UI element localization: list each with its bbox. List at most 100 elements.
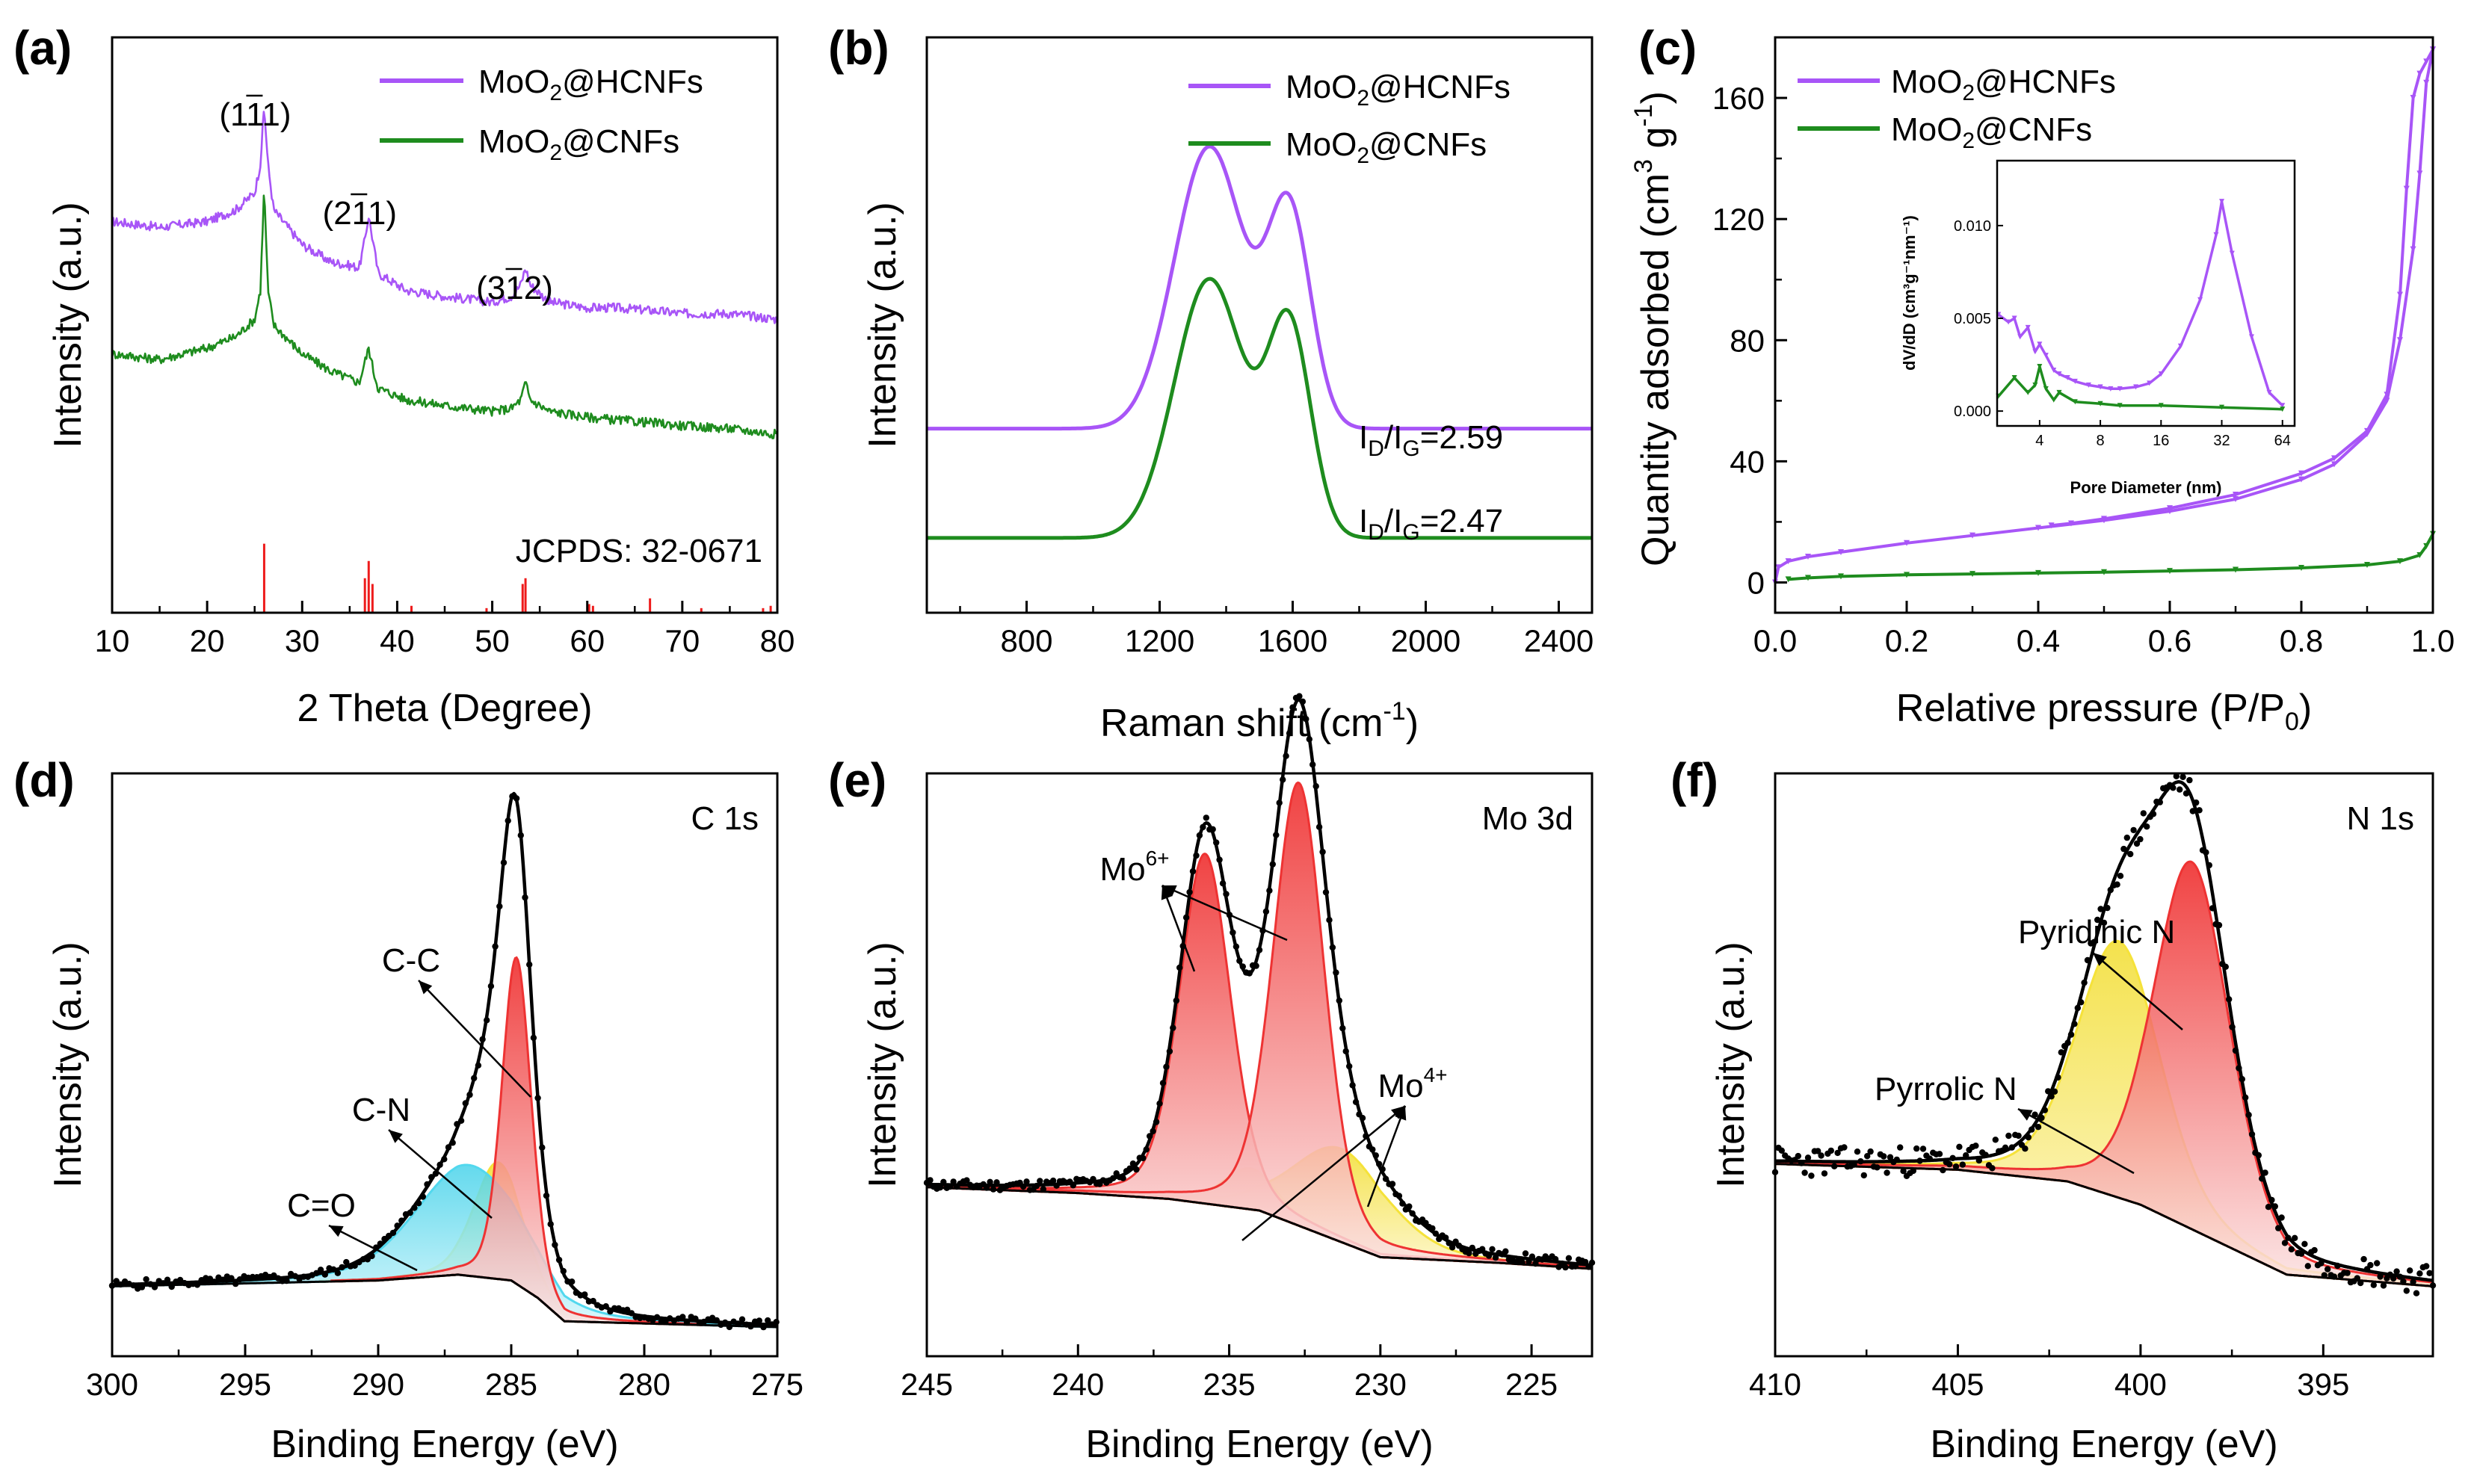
- data-point: [683, 1319, 691, 1326]
- data-point: [1519, 1259, 1526, 1266]
- data-point: [2120, 845, 2127, 853]
- isotherm-marker: [2364, 561, 2370, 568]
- annotation-label: C-N: [352, 1092, 410, 1128]
- inset-y-tick-label: 0.000: [1954, 404, 1991, 420]
- inset-marker: [2037, 341, 2043, 347]
- data-point: [2377, 1273, 2384, 1280]
- isotherm-marker: [1805, 575, 1811, 581]
- data-point: [211, 1279, 218, 1285]
- isotherm-marker: [2397, 337, 2403, 344]
- data-point: [1349, 1082, 1356, 1089]
- data-point: [983, 1184, 990, 1191]
- isotherm-line: [2051, 49, 2434, 528]
- inset-marker: [2147, 380, 2153, 386]
- data-point: [343, 1258, 350, 1266]
- data-point: [415, 1200, 422, 1207]
- panel-e: (e) 245 240 235 230 225 Mo6+ Mo4+ Binding Ener…: [828, 693, 1596, 1466]
- inset-xlabel: Pore Diameter (nm): [2070, 478, 2222, 497]
- panel-c: (c) 0 40 80 120 160 0.0 0.2 0.4 0.6 0.8 1.0 Relati…: [1629, 21, 2455, 736]
- panel-f: (f) 410 405 400 395 Pyridinic N Pyrrolic N Bi…: [1671, 753, 2437, 1466]
- data-point: [1884, 1169, 1890, 1176]
- data-point: [441, 1156, 448, 1163]
- panel-f-frame: [1774, 772, 2434, 1358]
- panel-e-ylabel: Intensity (a.u.): [861, 942, 904, 1187]
- data-point: [927, 1177, 934, 1184]
- data-point: [692, 1315, 699, 1322]
- panel-a-x-tick-label: 80: [760, 623, 795, 658]
- isotherm-marker: [2298, 476, 2304, 483]
- inset-marker: [2005, 319, 2011, 325]
- data-point: [513, 795, 520, 802]
- data-point: [2367, 1261, 2374, 1269]
- panel-e-plot: 245 240 235 230 225 Mo6+ Mo4+: [901, 693, 1596, 1402]
- isotherm-marker: [1775, 564, 1782, 571]
- data-point: [1209, 826, 1216, 833]
- data-point: [232, 1280, 239, 1287]
- data-point: [2048, 1093, 2055, 1100]
- panel-d-ylabel: Intensity (a.u.): [46, 942, 90, 1187]
- data-point: [2325, 1266, 2331, 1273]
- inset-marker: [2133, 384, 2139, 390]
- data-point: [1946, 1160, 1953, 1168]
- isotherm-marker: [1969, 571, 1975, 578]
- plot-e-x-tick-label: 225: [1505, 1367, 1558, 1402]
- panel-d-xlabel: Binding Energy (eV): [271, 1423, 618, 1466]
- data-point: [1276, 800, 1283, 806]
- panel-c-inset: 4 8 16 32 64 0.000 0.005 0.010: [1954, 199, 2291, 449]
- data-point: [2038, 1114, 2045, 1122]
- annotation-label: C-C: [382, 942, 440, 979]
- data-point: [1975, 1157, 1982, 1164]
- panel-a-xlabel: 2 Theta (Degree): [297, 687, 592, 730]
- annotation-arrow: [328, 1224, 418, 1272]
- panel-e-title: Mo 3d: [1482, 800, 1573, 837]
- panel-b-x-tick-label: 2400: [1524, 623, 1594, 658]
- data-point: [160, 1280, 167, 1287]
- data-point: [1126, 1165, 1133, 1172]
- data-point: [1821, 1170, 1828, 1177]
- data-point: [424, 1181, 431, 1188]
- inset-marker: [2017, 334, 2023, 340]
- data-point: [2025, 1134, 2032, 1141]
- data-point: [1395, 1193, 1403, 1199]
- data-point: [963, 1177, 970, 1184]
- data-point: [569, 1279, 576, 1285]
- plot-e-x-tick-label: 245: [901, 1367, 953, 1402]
- data-point: [2177, 786, 2183, 793]
- data-point: [2002, 1144, 2009, 1151]
- component-pyrrolic-n: [1774, 939, 2434, 1287]
- annotation-pyrrolic-label: Pyrrolic N: [1875, 1071, 2017, 1107]
- envelope-line: [1774, 780, 2434, 1282]
- data-point: [2245, 1111, 2252, 1119]
- data-point: [1219, 880, 1227, 887]
- data-point: [138, 1284, 146, 1290]
- data-point: [2005, 1132, 2012, 1140]
- panel-a-ylabel: Intensity (a.u.): [46, 202, 90, 448]
- data-point: [1897, 1144, 1904, 1151]
- data-point: [2008, 1144, 2015, 1151]
- data-point: [1315, 823, 1323, 830]
- inset-marker: [2085, 382, 2091, 388]
- data-point: [2173, 773, 2180, 780]
- inset-x-tick-label: 64: [2274, 433, 2291, 449]
- data-point: [2029, 1126, 2035, 1133]
- data-point: [1952, 1163, 1960, 1170]
- data-point: [389, 1229, 397, 1237]
- data-point: [2426, 1270, 2433, 1277]
- data-point: [2416, 1270, 2423, 1277]
- data-point: [1841, 1144, 1848, 1151]
- data-point: [2360, 1255, 2367, 1263]
- inset-marker: [2219, 199, 2225, 205]
- data-point: [1881, 1153, 1887, 1160]
- data-point: [487, 983, 495, 989]
- isotherm-marker: [2423, 542, 2430, 549]
- data-point: [313, 1270, 320, 1277]
- inset-marker: [2248, 334, 2254, 340]
- data-point: [1189, 868, 1197, 875]
- data-point: [449, 1140, 456, 1146]
- plot-f-x-tick-label: 400: [2114, 1367, 2167, 1402]
- data-point: [2265, 1204, 2272, 1211]
- data-point: [1502, 1248, 1509, 1255]
- inset-marker: [2011, 315, 2017, 321]
- panel-a-x-tick-label: 50: [475, 623, 510, 658]
- data-point: [2193, 799, 2200, 806]
